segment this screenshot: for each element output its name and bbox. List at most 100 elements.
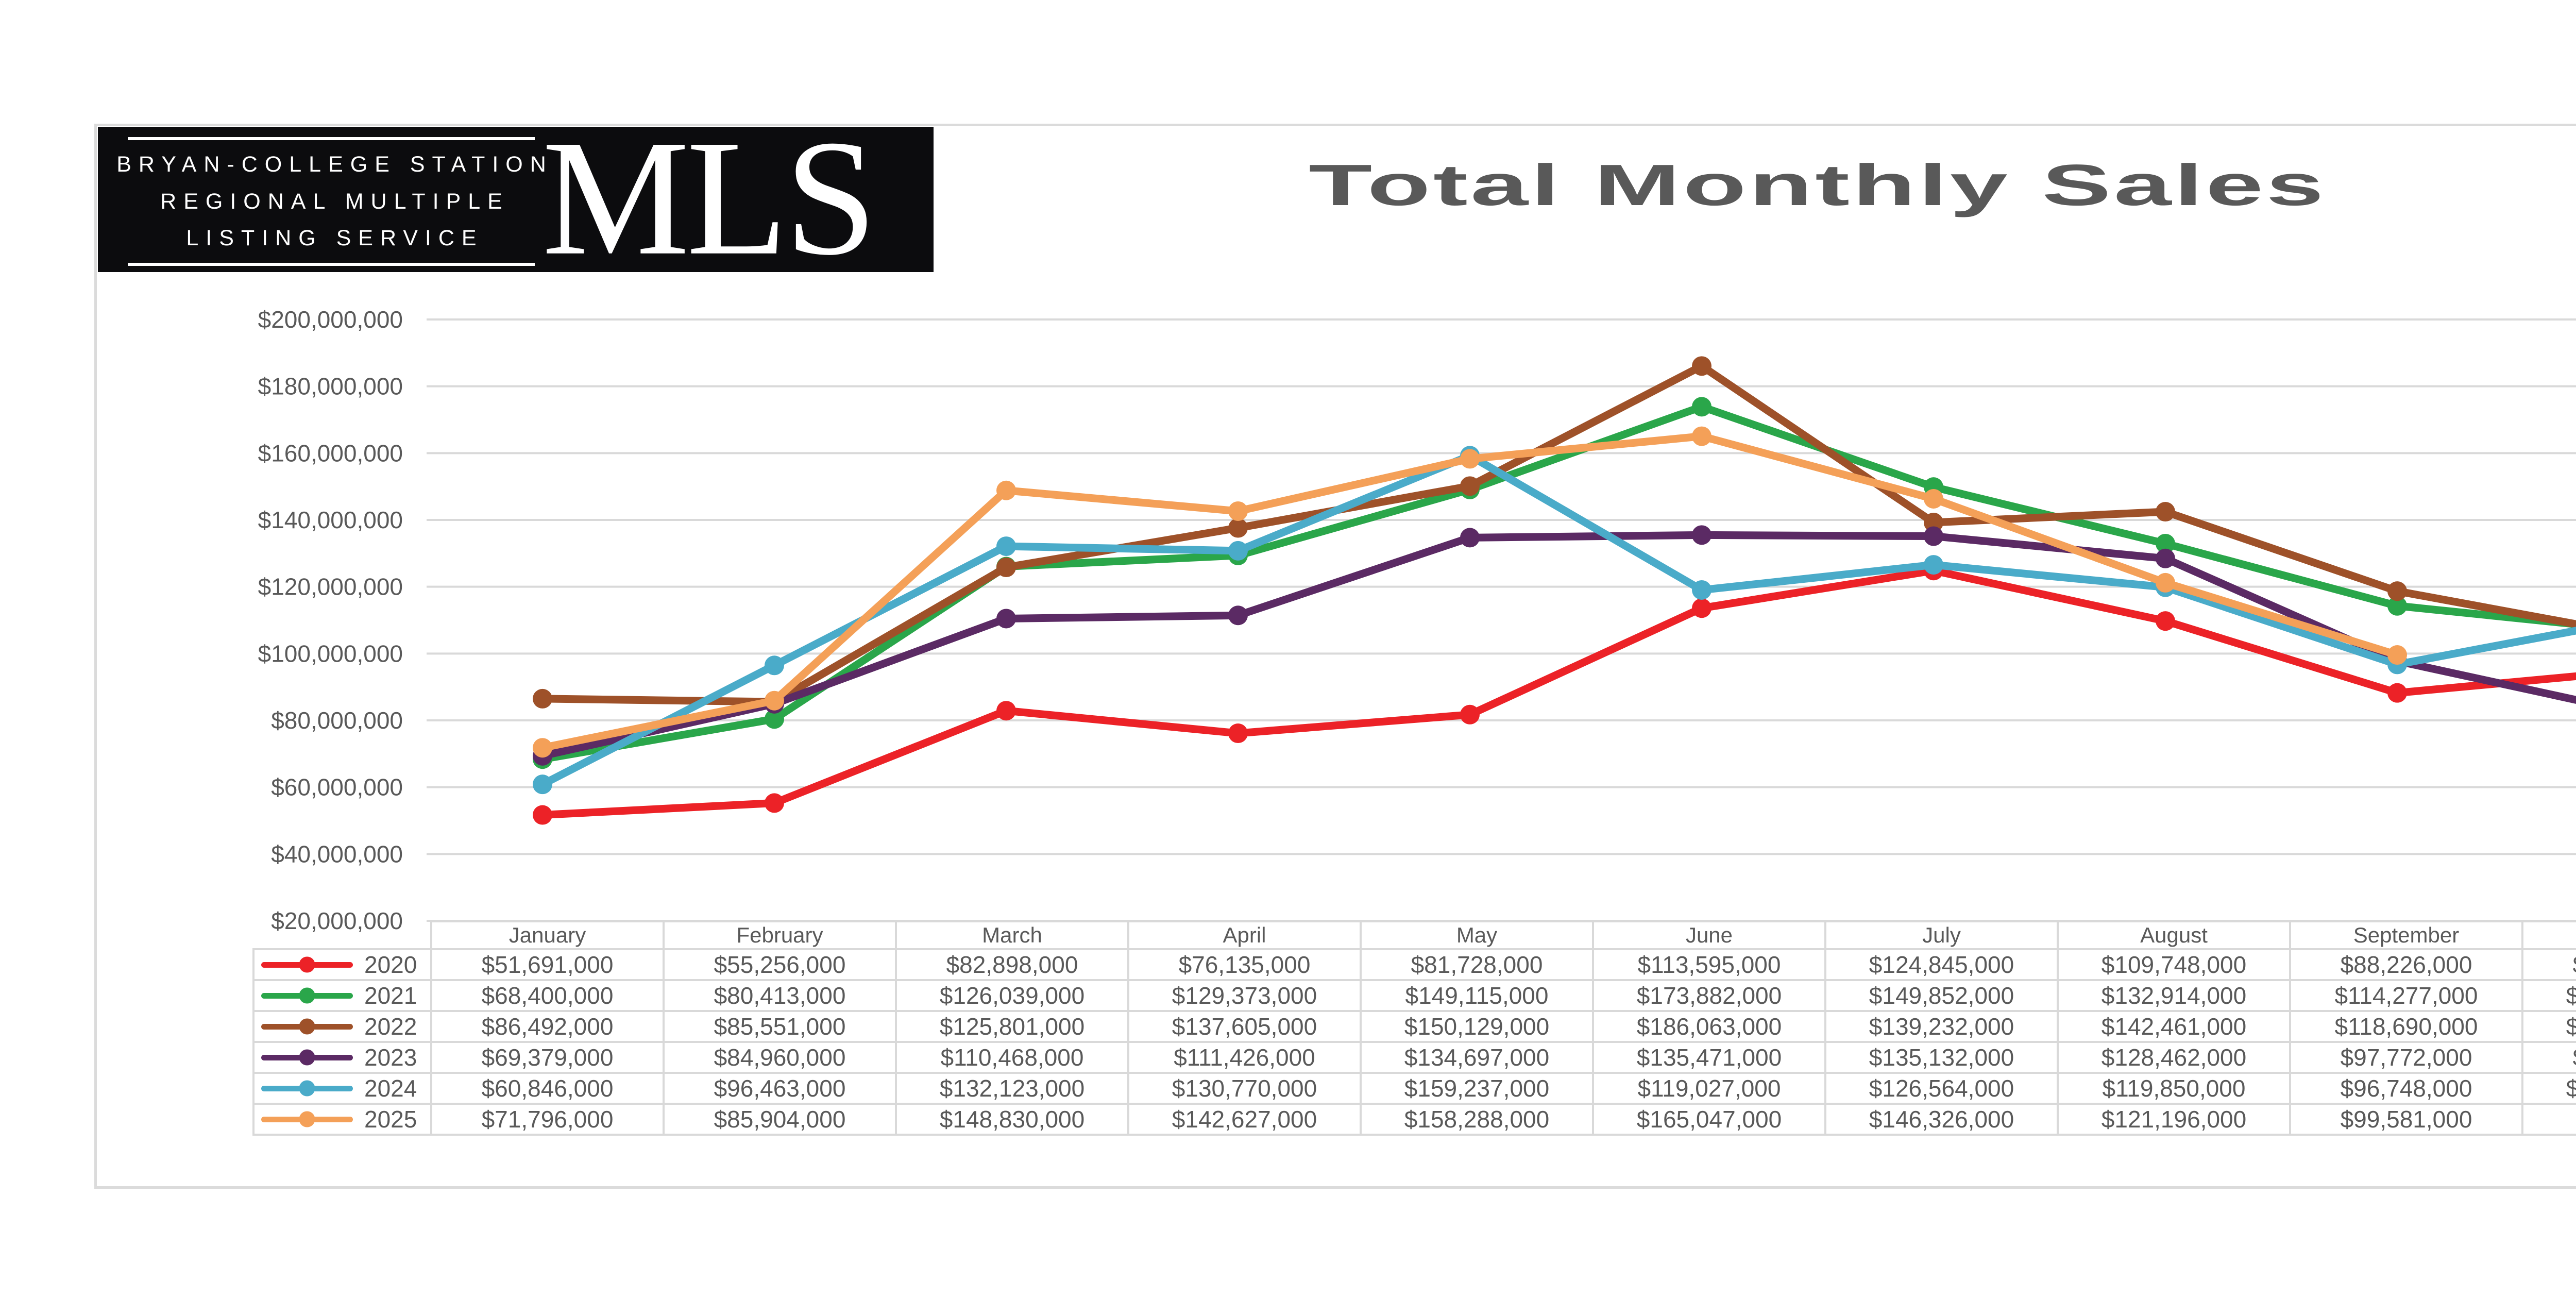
month-header-august: August xyxy=(2057,920,2291,950)
table-row-2023: 2023 $69,379,000 $84,960,000 $110,468,000 $1… xyxy=(252,1041,2576,1074)
value-cell-2023-january: $69,379,000 xyxy=(430,1041,665,1074)
data-point-2022 xyxy=(2156,502,2175,522)
month-header-july: July xyxy=(1824,920,2059,950)
month-header-september: September xyxy=(2289,920,2523,950)
value-cell-2020-january: $51,691,000 xyxy=(430,948,665,981)
y-axis-tick-label: $80,000,000 xyxy=(271,707,403,734)
value-cell-2025-january: $71,796,000 xyxy=(430,1103,665,1136)
value-cell-2020-march: $82,898,000 xyxy=(895,948,1129,981)
series-line-2020 xyxy=(538,566,2576,819)
legend-marker-dot-2022 xyxy=(299,1018,315,1035)
data-point-2022 xyxy=(1924,512,1943,532)
data-point-2023 xyxy=(1692,525,1711,545)
chart-title: Total Monthly Sales xyxy=(1309,153,2327,217)
data-point-2025 xyxy=(2387,645,2407,665)
data-point-2024 xyxy=(765,655,784,676)
table-row-2025: 2025 $71,796,000 $85,904,000 $148,830,000 $1… xyxy=(252,1103,2576,1136)
value-cell-2024-september: $96,748,000 xyxy=(2289,1072,2523,1105)
legend-marker-2020 xyxy=(261,956,353,973)
value-cell-2025-july: $146,326,000 xyxy=(1824,1103,2059,1136)
table-row-2021: 2021 $68,400,000 $80,413,000 $126,039,000 $1… xyxy=(252,979,2576,1012)
data-point-2025 xyxy=(1692,426,1711,446)
mls-logo: BRYAN-COLLEGE STATION REGIONAL MULTIPLE … xyxy=(98,114,934,280)
table-header: January February March April May June July Augu… xyxy=(253,920,2576,950)
chart-frame xyxy=(94,124,2576,1189)
value-cell-2020-may: $81,728,000 xyxy=(1360,948,1594,981)
data-point-2025 xyxy=(996,480,1016,500)
value-cell-2024-february: $96,463,000 xyxy=(663,1072,897,1105)
logo-line-1: BRYAN-COLLEGE STATION xyxy=(116,151,553,177)
series-line-2023 xyxy=(538,531,2576,760)
legend-cell-2024: 2024 xyxy=(252,1072,432,1105)
legend-entry-2023: 2023 xyxy=(256,1044,429,1071)
value-cell-2020-february: $55,256,000 xyxy=(663,948,897,981)
monthly-sales-data-table: January February March April May June July Augu… xyxy=(252,920,2576,1136)
value-cell-2022-april: $137,605,000 xyxy=(1127,1010,1362,1043)
legend-entry-2020: 2020 xyxy=(256,951,429,978)
value-cell-2023-september: $97,772,000 xyxy=(2289,1041,2523,1074)
value-cell-2024-july: $126,564,000 xyxy=(1824,1072,2059,1105)
value-cell-2021-october: $107,147,000 xyxy=(2521,979,2576,1012)
year-label-2021: 2021 xyxy=(364,982,417,1009)
y-axis-tick-label: $20,000,000 xyxy=(271,907,403,934)
y-axis-tick-labels: $200,000,000 $180,000,000 $160,000,000 $140… xyxy=(258,306,403,934)
value-cell-2021-july: $149,852,000 xyxy=(1824,979,2059,1012)
data-point-2023 xyxy=(1228,605,1248,626)
data-point-2022 xyxy=(1692,356,1711,376)
legend-marker-2022 xyxy=(261,1018,353,1035)
data-point-2023 xyxy=(1460,528,1480,548)
value-cell-2020-april: $76,135,000 xyxy=(1127,948,1362,981)
value-cell-2022-may: $150,129,000 xyxy=(1360,1010,1594,1043)
data-point-2021 xyxy=(2156,533,2175,553)
table-row-2024: 2024 $60,846,000 $96,463,000 $132,123,000 $1… xyxy=(252,1072,2576,1105)
value-cell-2021-may: $149,115,000 xyxy=(1360,979,1594,1012)
value-cell-2023-may: $134,697,000 xyxy=(1360,1041,1594,1074)
value-cell-2020-june: $113,595,000 xyxy=(1592,948,1826,981)
legend-cell-2020: 2020 xyxy=(252,948,432,981)
legend-marker-dot-2024 xyxy=(299,1080,315,1097)
logo-line-3: LISTING SERVICE xyxy=(186,226,484,251)
data-point-2020 xyxy=(533,805,552,825)
value-cell-2025-october xyxy=(2521,1103,2576,1136)
value-cell-2025-september: $99,581,000 xyxy=(2289,1103,2523,1136)
value-cell-2020-august: $109,748,000 xyxy=(2057,948,2291,981)
series-line-2024 xyxy=(538,451,2576,788)
value-cell-2025-march: $148,830,000 xyxy=(895,1103,1129,1136)
legend-marker-dot-2023 xyxy=(299,1049,315,1066)
y-axis-tick-label: $140,000,000 xyxy=(258,507,403,533)
legend-marker-dot-2021 xyxy=(299,987,315,1004)
data-point-2025 xyxy=(1228,501,1248,521)
legend-marker-2025 xyxy=(261,1111,353,1127)
series-line-2021 xyxy=(538,402,2576,763)
mls-logo-text: BRYAN-COLLEGE STATION REGIONAL MULTIPLE … xyxy=(116,137,546,266)
y-axis-tick-label: $200,000,000 xyxy=(258,306,403,333)
month-header-march: March xyxy=(895,920,1129,950)
table-body: 2020 $51,691,000 $55,256,000 $82,898,000 $76… xyxy=(252,948,2576,1136)
data-point-2021 xyxy=(765,709,784,729)
data-point-2025 xyxy=(2156,572,2175,593)
data-point-2025 xyxy=(1924,488,1943,509)
data-point-2025 xyxy=(1460,449,1480,469)
legend-marker-2023 xyxy=(261,1049,353,1066)
value-cell-2023-april: $111,426,000 xyxy=(1127,1041,1362,1074)
data-point-2020 xyxy=(996,701,1016,721)
legend-entry-2022: 2022 xyxy=(256,1013,429,1040)
table-corner-cell xyxy=(253,921,431,949)
data-point-2020 xyxy=(1460,704,1480,725)
value-cell-2022-october: $105,878,000 xyxy=(2521,1010,2576,1043)
data-point-2020 xyxy=(1228,723,1248,744)
data-point-2024 xyxy=(1924,555,1943,575)
y-axis-tick-label: $60,000,000 xyxy=(271,774,403,801)
year-label-2024: 2024 xyxy=(364,1075,417,1102)
y-axis-tick-label: $40,000,000 xyxy=(271,840,403,867)
legend-cell-2025: 2025 xyxy=(252,1103,432,1136)
month-header-january: January xyxy=(430,920,665,950)
value-cell-2022-january: $86,492,000 xyxy=(430,1010,665,1043)
value-cell-2021-march: $126,039,000 xyxy=(895,979,1129,1012)
month-header-february: February xyxy=(663,920,897,950)
value-cell-2021-january: $68,400,000 xyxy=(430,979,665,1012)
value-cell-2022-march: $125,801,000 xyxy=(895,1010,1129,1043)
legend-marker-2024 xyxy=(261,1080,353,1097)
data-point-2024 xyxy=(533,774,552,795)
year-label-2020: 2020 xyxy=(364,951,417,978)
